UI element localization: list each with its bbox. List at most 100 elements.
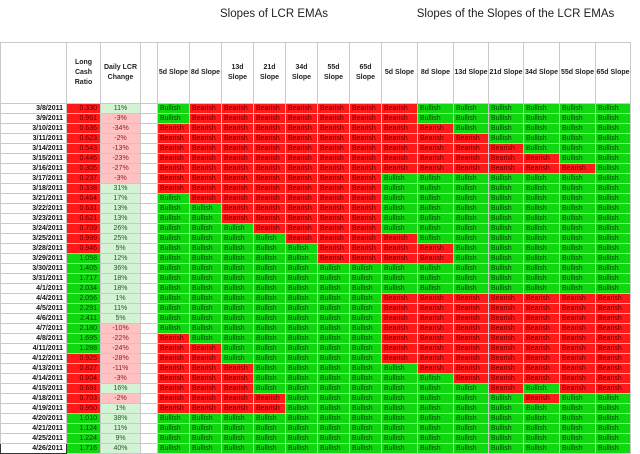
slope-signal-cell[interactable]: Bullish	[317, 323, 350, 334]
slope-of-slope-signal-cell[interactable]: Bullish	[559, 423, 596, 434]
date-cell[interactable]: 3/10/2011	[0, 123, 67, 134]
slope-signal-cell[interactable]: Bullish	[221, 353, 254, 364]
slope-of-slope-signal-cell[interactable]: Bearish	[559, 313, 596, 324]
slope-signal-cell[interactable]: Bullish	[157, 413, 190, 424]
slope-signal-cell[interactable]: Bearish	[189, 173, 222, 184]
slope-of-slope-signal-cell[interactable]: Bullish	[488, 173, 524, 184]
spacer-cell[interactable]	[140, 403, 158, 414]
slope-signal-cell[interactable]: Bearish	[253, 393, 286, 404]
slope-of-slope-signal-cell[interactable]: Bullish	[453, 123, 489, 134]
slope-signal-cell[interactable]: Bullish	[317, 403, 350, 414]
slope-signal-cell[interactable]: Bullish	[157, 303, 190, 314]
change-cell[interactable]: -28%	[100, 353, 141, 364]
slope-of-slope-signal-cell[interactable]: Bearish	[453, 163, 489, 174]
slope-of-slope-signal-cell[interactable]: Bullish	[559, 263, 596, 274]
slope-signal-cell[interactable]: Bullish	[221, 263, 254, 274]
slope-of-slope-signal-cell[interactable]: Bullish	[595, 253, 631, 264]
slope-of-slope-signal-cell[interactable]: Bearish	[381, 233, 418, 244]
lcr-cell[interactable]: 0.827	[66, 363, 101, 374]
spacer-cell[interactable]	[140, 103, 158, 114]
slope-signal-cell[interactable]: Bullish	[253, 353, 286, 364]
change-cell[interactable]: 18%	[100, 283, 141, 294]
lcr-cell[interactable]: 1.405	[66, 263, 101, 274]
slope-signal-cell[interactable]: Bullish	[349, 283, 382, 294]
slope-signal-cell[interactable]: Bearish	[317, 193, 350, 204]
slope-of-slope-signal-cell[interactable]: Bearish	[417, 243, 454, 254]
slope-signal-cell[interactable]: Bearish	[285, 183, 318, 194]
date-cell[interactable]: 3/21/2011	[0, 193, 67, 204]
slope-signal-cell[interactable]: Bullish	[317, 353, 350, 364]
slope-signal-cell[interactable]: Bearish	[221, 133, 254, 144]
slope-signal-cell[interactable]: Bullish	[285, 263, 318, 274]
slope-signal-cell[interactable]: Bullish	[317, 363, 350, 374]
slope-of-slope-signal-cell[interactable]: Bullish	[417, 383, 454, 394]
change-cell[interactable]: 13%	[100, 213, 141, 224]
slope-of-slope-signal-cell[interactable]: Bullish	[595, 223, 631, 234]
lcr-cell[interactable]: 1.695	[66, 333, 101, 344]
slope-of-slope-signal-cell[interactable]: Bullish	[381, 373, 418, 384]
slope-signal-cell[interactable]: Bearish	[349, 113, 382, 124]
lcr-cell[interactable]: 0.237	[66, 173, 101, 184]
slope-signal-cell[interactable]: Bullish	[189, 213, 222, 224]
slope-of-slope-signal-cell[interactable]: Bearish	[523, 163, 560, 174]
slope-signal-cell[interactable]: Bearish	[221, 183, 254, 194]
slope-signal-cell[interactable]: Bearish	[221, 123, 254, 134]
slope-of-slope-signal-cell[interactable]: Bullish	[559, 103, 596, 114]
spacer-cell[interactable]	[140, 413, 158, 424]
spacer-cell[interactable]	[140, 223, 158, 234]
slope-of-slope-signal-cell[interactable]: Bullish	[523, 103, 560, 114]
slope-of-slope-signal-cell[interactable]: Bullish	[453, 283, 489, 294]
change-cell[interactable]: -3%	[100, 113, 141, 124]
slope-signal-cell[interactable]: Bearish	[221, 373, 254, 384]
slope-of-slope-signal-cell[interactable]: Bullish	[595, 203, 631, 214]
slope-signal-cell[interactable]: Bullish	[157, 243, 190, 254]
date-cell[interactable]: 3/24/2011	[0, 223, 67, 234]
slope-of-slope-signal-cell[interactable]: Bearish	[417, 363, 454, 374]
slope-of-slope-signal-cell[interactable]: Bearish	[488, 383, 524, 394]
slope-signal-cell[interactable]: Bullish	[253, 373, 286, 384]
slope-of-slope-signal-cell[interactable]: Bearish	[523, 343, 560, 354]
slope-of-slope-signal-cell[interactable]: Bullish	[559, 243, 596, 254]
slope-of-slope-signal-cell[interactable]: Bearish	[523, 323, 560, 334]
change-cell[interactable]: 17%	[100, 193, 141, 204]
lcr-cell[interactable]: 1.124	[66, 423, 101, 434]
slope-of-slope-signal-cell[interactable]: Bullish	[381, 183, 418, 194]
slope-of-slope-signal-cell[interactable]: Bullish	[559, 443, 596, 454]
slope-of-slope-signal-cell[interactable]: Bearish	[417, 153, 454, 164]
change-cell[interactable]: -27%	[100, 163, 141, 174]
date-cell[interactable]: 4/8/2011	[0, 333, 67, 344]
slope-signal-cell[interactable]: Bearish	[317, 133, 350, 144]
slope-signal-cell[interactable]: Bullish	[285, 243, 318, 254]
slope-signal-cell[interactable]: Bearish	[157, 333, 190, 344]
slope-signal-cell[interactable]: Bullish	[349, 333, 382, 344]
slope-of-slope-signal-cell[interactable]: Bullish	[453, 443, 489, 454]
slope-signal-cell[interactable]: Bullish	[157, 423, 190, 434]
slope-signal-cell[interactable]: Bearish	[349, 243, 382, 254]
slope-of-slope-signal-cell[interactable]: Bullish	[559, 283, 596, 294]
slope-signal-cell[interactable]: Bearish	[285, 113, 318, 124]
slope-signal-cell[interactable]: Bearish	[285, 103, 318, 114]
slope-signal-cell[interactable]: Bullish	[349, 373, 382, 384]
slope-of-slope-signal-cell[interactable]: Bullish	[453, 393, 489, 404]
slope-of-slope-signal-cell[interactable]: Bearish	[559, 333, 596, 344]
date-cell[interactable]: 3/17/2011	[0, 173, 67, 184]
slope-of-slope-signal-cell[interactable]: Bullish	[488, 243, 524, 254]
slope-of-slope-signal-cell[interactable]: Bullish	[381, 193, 418, 204]
slope-of-slope-signal-cell[interactable]: Bearish	[488, 293, 524, 304]
slope-signal-cell[interactable]: Bullish	[285, 343, 318, 354]
slope-of-slope-signal-cell[interactable]: Bearish	[559, 363, 596, 374]
lcr-cell[interactable]: 1.716	[66, 443, 101, 454]
change-cell[interactable]: 40%	[100, 443, 141, 454]
slope-of-slope-signal-cell[interactable]: Bullish	[417, 403, 454, 414]
spacer-cell[interactable]	[140, 183, 158, 194]
slope-signal-cell[interactable]: Bearish	[317, 203, 350, 214]
slope-of-slope-signal-cell[interactable]: Bullish	[417, 183, 454, 194]
slope-signal-cell[interactable]: Bullish	[221, 233, 254, 244]
slope-of-slope-signal-cell[interactable]: Bullish	[417, 203, 454, 214]
slope-of-slope-signal-cell[interactable]: Bearish	[381, 333, 418, 344]
change-cell[interactable]: 1%	[100, 403, 141, 414]
date-cell[interactable]: 4/7/2011	[0, 323, 67, 334]
lcr-cell[interactable]: 0.338	[66, 183, 101, 194]
slope-of-slope-signal-cell[interactable]: Bearish	[559, 343, 596, 354]
slope-signal-cell[interactable]: Bullish	[285, 363, 318, 374]
